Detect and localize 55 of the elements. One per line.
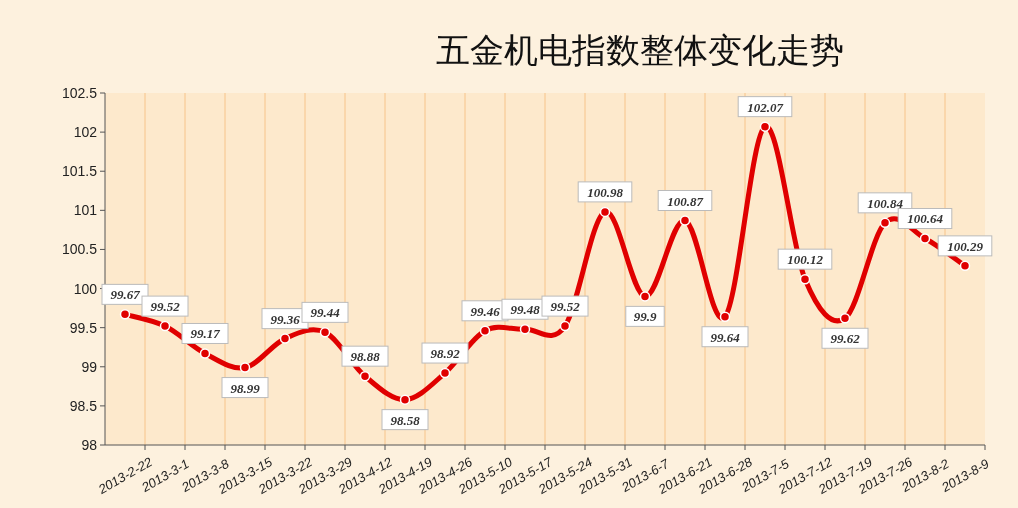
data-label: 99.52 (550, 299, 581, 315)
data-label: 99.62 (830, 331, 861, 347)
point (479, 325, 491, 337)
point (839, 313, 851, 324)
point (239, 362, 251, 373)
y-tick-label: 99 (81, 358, 98, 375)
data-label: 99.17 (190, 326, 221, 342)
data-label: 99.48 (510, 302, 541, 318)
y-tick-label: 98 (81, 437, 98, 453)
point (919, 233, 931, 244)
data-label: 99.9 (633, 309, 657, 325)
point (119, 309, 131, 320)
point (399, 394, 411, 405)
chart-title: 五金机电指数整体变化走势 (436, 31, 844, 69)
y-tick-label: 100.5 (61, 241, 98, 258)
data-label: 99.64 (710, 329, 741, 345)
data-label: 98.92 (430, 346, 461, 362)
data-label: 100.29 (947, 238, 984, 254)
point (199, 348, 211, 359)
data-label: 100.84 (867, 195, 904, 211)
y-tick-label: 101.5 (61, 163, 98, 180)
y-tick-label: 102 (73, 124, 98, 141)
data-label: 99.36 (270, 311, 301, 327)
y-tick-label: 98.5 (69, 397, 98, 414)
point (799, 273, 811, 285)
y-tick-label: 100 (73, 280, 98, 297)
data-label: 98.88 (350, 349, 381, 365)
data-label: 100.12 (787, 252, 824, 268)
data-label: 100.98 (587, 184, 624, 200)
point (439, 367, 451, 379)
data-label: 98.99 (230, 380, 261, 396)
y-tick-label: 101 (73, 202, 98, 219)
point (279, 333, 291, 344)
data-label: 99.67 (110, 287, 141, 303)
data-label: 100.87 (667, 193, 704, 209)
data-label: 102.07 (747, 99, 784, 115)
data-label: 99.44 (310, 305, 341, 321)
point (519, 323, 531, 335)
point (959, 260, 971, 272)
point (159, 320, 171, 332)
point (359, 370, 371, 382)
point (599, 206, 611, 218)
point (639, 291, 651, 302)
y-tick-label: 99.5 (69, 319, 98, 336)
point (679, 215, 691, 226)
point (319, 327, 331, 338)
point (559, 320, 571, 332)
y-tick-label: 102.5 (61, 85, 98, 101)
data-label: 98.58 (390, 412, 421, 428)
point (879, 217, 891, 229)
data-label: 99.46 (470, 303, 501, 319)
data-label: 99.52 (150, 299, 181, 315)
point (759, 121, 771, 132)
data-label: 100.64 (907, 211, 944, 227)
point (719, 311, 731, 322)
